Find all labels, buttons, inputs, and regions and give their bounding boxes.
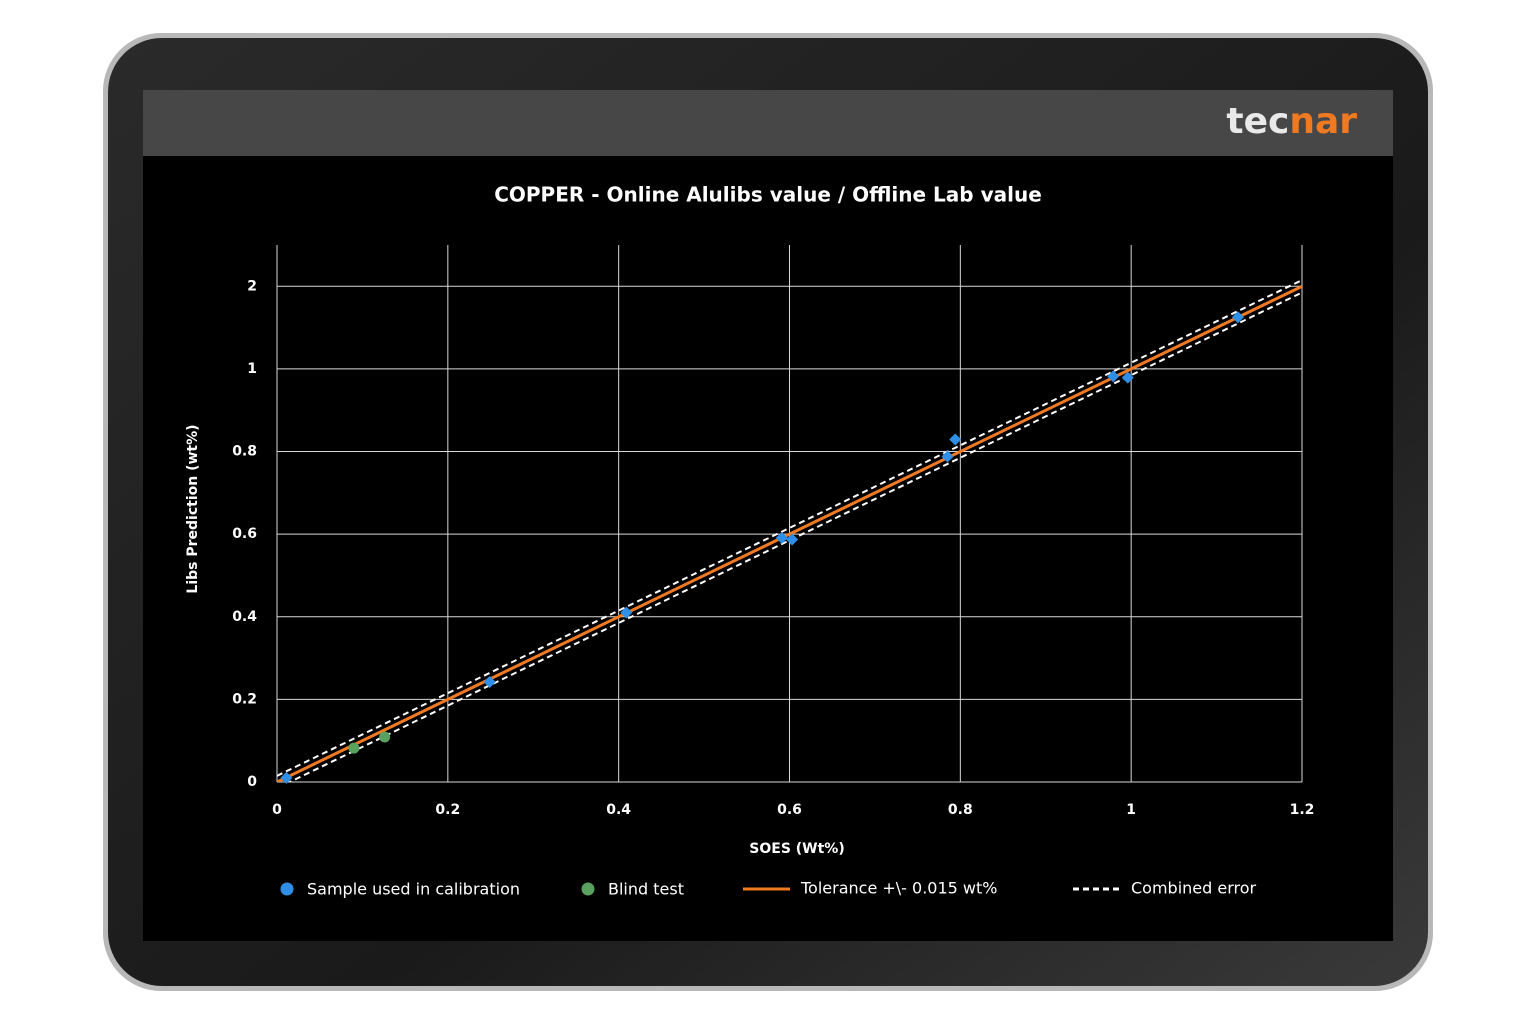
- legend-label: Blind test: [608, 880, 684, 899]
- data-point: [786, 533, 799, 546]
- y-tick-label: 0.8: [232, 444, 257, 460]
- data-point: [280, 771, 293, 784]
- data-point: [941, 450, 954, 463]
- y-tick-label: 0: [247, 774, 257, 790]
- y-tick-label: 0.4: [232, 609, 257, 625]
- y-axis-title: Libs Prediction (wt%): [185, 424, 201, 593]
- y-tick-label: 2: [247, 278, 257, 294]
- data-point: [1107, 370, 1120, 383]
- x-tick-label: 0.6: [777, 802, 802, 818]
- x-tick-label: 1.2: [1290, 802, 1315, 818]
- data-point: [483, 676, 496, 689]
- data-point: [348, 742, 360, 754]
- x-tick-label: 0.4: [606, 802, 631, 818]
- legend-label: Combined error: [1131, 879, 1257, 898]
- data-point: [379, 731, 391, 743]
- data-point: [949, 433, 962, 446]
- series-line: [277, 284, 1302, 782]
- y-tick-label: 0.6: [232, 526, 257, 542]
- y-tick-label: 0.2: [232, 691, 257, 707]
- x-tick-label: 1: [1126, 802, 1136, 818]
- x-tick-label: 0.8: [948, 802, 973, 818]
- data-point: [1121, 371, 1134, 384]
- x-axis-title: SOES (Wt%): [749, 841, 844, 857]
- y-tick-label: 1: [247, 361, 257, 377]
- legend-swatch: [581, 882, 595, 896]
- screen: [143, 90, 1393, 941]
- data-point: [1231, 311, 1244, 324]
- legend-label: Sample used in calibration: [307, 880, 520, 899]
- x-tick-label: 0: [272, 802, 282, 818]
- data-point: [775, 531, 788, 544]
- x-tick-label: 0.2: [435, 802, 460, 818]
- logo: tecnar: [1226, 101, 1357, 142]
- chart-title: COPPER - Online Alulibs value / Offline …: [494, 183, 1042, 207]
- header-bar: [143, 90, 1393, 156]
- legend-label: Tolerance +\- 0.015 wt%: [800, 879, 998, 898]
- data-point: [620, 606, 633, 619]
- legend-swatch: [280, 882, 294, 896]
